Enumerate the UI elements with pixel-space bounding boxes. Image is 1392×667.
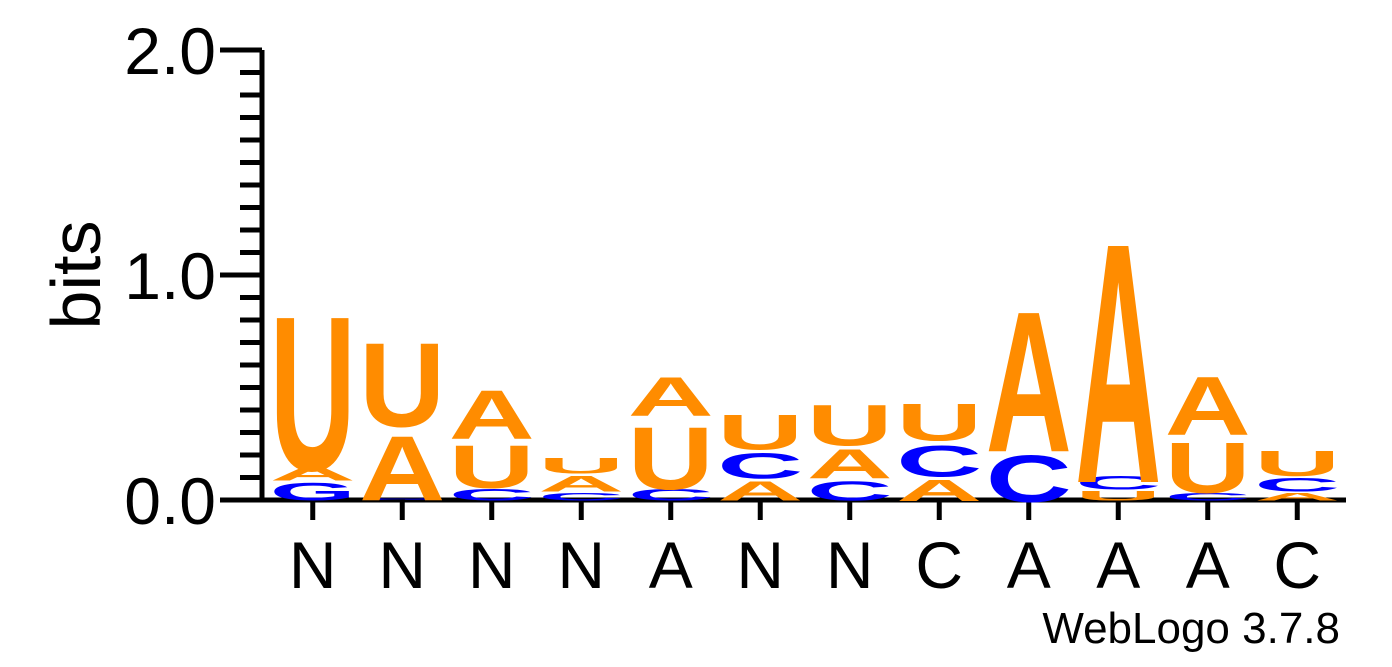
letter-U: U bbox=[1254, 443, 1340, 484]
letter-A: A bbox=[270, 463, 356, 485]
letter-G: G bbox=[270, 478, 356, 506]
x-tick-label: N bbox=[378, 528, 426, 602]
letter-A: A bbox=[896, 473, 982, 507]
x-tick-label: N bbox=[736, 528, 784, 602]
letter-C: C bbox=[896, 437, 982, 487]
y-axis-label: bits bbox=[37, 221, 115, 330]
letter-U: U bbox=[538, 454, 624, 479]
letter-U: U bbox=[896, 393, 982, 452]
letter-U: U bbox=[1165, 427, 1251, 508]
letter-C: C bbox=[449, 485, 535, 504]
letter-C: C bbox=[628, 485, 714, 504]
letter-A: A bbox=[359, 417, 445, 520]
x-tick-label: N bbox=[557, 528, 605, 602]
logo-column: UCA bbox=[1075, 172, 1161, 555]
letter-A: A bbox=[1075, 172, 1161, 555]
x-tick-label: A bbox=[1096, 528, 1140, 602]
x-tick-label: N bbox=[826, 528, 874, 602]
weblogo-version-label: WebLogo 3.7.8 bbox=[1042, 604, 1340, 653]
letter-A: A bbox=[449, 376, 535, 454]
logo-column: ACU bbox=[1254, 443, 1340, 502]
letter-U: U bbox=[628, 409, 714, 508]
letter-A: A bbox=[1254, 490, 1340, 503]
letter-A: A bbox=[807, 441, 893, 488]
y-axis: 0.0 1.0 2.0 bbox=[124, 14, 265, 538]
logo-column: CA bbox=[986, 270, 1072, 516]
x-tick-label: A bbox=[649, 528, 693, 602]
x-tick-label: N bbox=[468, 528, 516, 602]
x-tick-label: C bbox=[1273, 528, 1321, 602]
logo-column: CAU bbox=[538, 454, 624, 503]
letter-A: A bbox=[986, 270, 1072, 494]
letter-C: C bbox=[986, 442, 1072, 516]
letter-U: U bbox=[717, 405, 803, 461]
letter-C: C bbox=[1254, 474, 1340, 496]
x-tick-label: N bbox=[289, 528, 337, 602]
y-tick-label: 0.0 bbox=[124, 464, 216, 538]
letter-A: A bbox=[1165, 359, 1251, 453]
letter-C: C bbox=[1075, 472, 1161, 494]
logo-column: GAU bbox=[270, 271, 356, 517]
letter-U: U bbox=[449, 433, 535, 502]
logo-column: CUA bbox=[628, 366, 714, 509]
logo-column: ACU bbox=[896, 393, 982, 508]
x-tick-label: A bbox=[1007, 528, 1051, 602]
x-tick-label: A bbox=[1186, 528, 1230, 602]
letter-A: A bbox=[538, 472, 624, 497]
x-tick-label: C bbox=[915, 528, 963, 602]
letter-U: U bbox=[1075, 488, 1161, 504]
letter-U: U bbox=[270, 271, 356, 517]
letter-A: A bbox=[628, 366, 714, 428]
letter-U: U bbox=[359, 319, 445, 452]
logo-column: CUA bbox=[449, 376, 535, 504]
letter-C: C bbox=[807, 476, 893, 507]
letter-C: C bbox=[717, 445, 803, 486]
y-tick-label: 2.0 bbox=[124, 14, 216, 88]
y-tick-label: 1.0 bbox=[124, 239, 216, 313]
letter-C: C bbox=[538, 490, 624, 503]
logo-column: CAU bbox=[807, 392, 893, 507]
letter-A: A bbox=[717, 476, 803, 507]
logo-column: ACU bbox=[717, 405, 803, 507]
logo-column: CUA bbox=[1165, 359, 1251, 508]
letter-U: U bbox=[807, 392, 893, 458]
letter-G: G bbox=[359, 498, 445, 501]
logo-column: GAU bbox=[359, 319, 445, 520]
letter-C: C bbox=[1165, 490, 1251, 503]
